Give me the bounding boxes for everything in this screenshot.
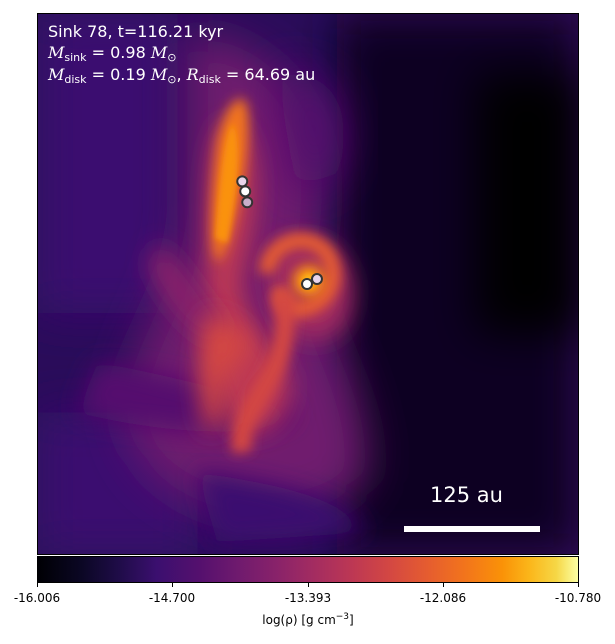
colorbar-tick (37, 583, 38, 587)
density-map-panel: Sink 78, t=116.21 kyr Msink = 0.98 M⊙ Md… (37, 13, 579, 555)
sink-markers (236, 175, 323, 290)
colorbar-label: log(ρ) [g cm−3] (262, 612, 354, 628)
sink-title: Sink 78, t=116.21 kyr (48, 22, 224, 41)
colorbar-tick (443, 583, 444, 587)
colorbar-tick (578, 583, 579, 587)
sink-mass-label: Msink = 0.98 M⊙ (48, 43, 177, 64)
disk-properties-label: Mdisk = 0.19 M⊙, Rdisk = 64.69 au (48, 65, 316, 86)
scale-bar-label: 125 au (430, 483, 503, 507)
colorbar-tick-label: -16.006 (13, 591, 61, 605)
density-map-image (38, 14, 578, 554)
colorbar-tick (172, 583, 173, 587)
scale-bar (404, 526, 540, 532)
colorbar-tick-label: -12.086 (419, 591, 467, 605)
colorbar-tick-label: -14.700 (148, 591, 196, 605)
colorbar-tick (308, 583, 309, 587)
colorbar-tick-label: -13.393 (284, 591, 332, 605)
colorbar-tick-label: -10.780 (554, 591, 602, 605)
colorbar (37, 556, 579, 583)
